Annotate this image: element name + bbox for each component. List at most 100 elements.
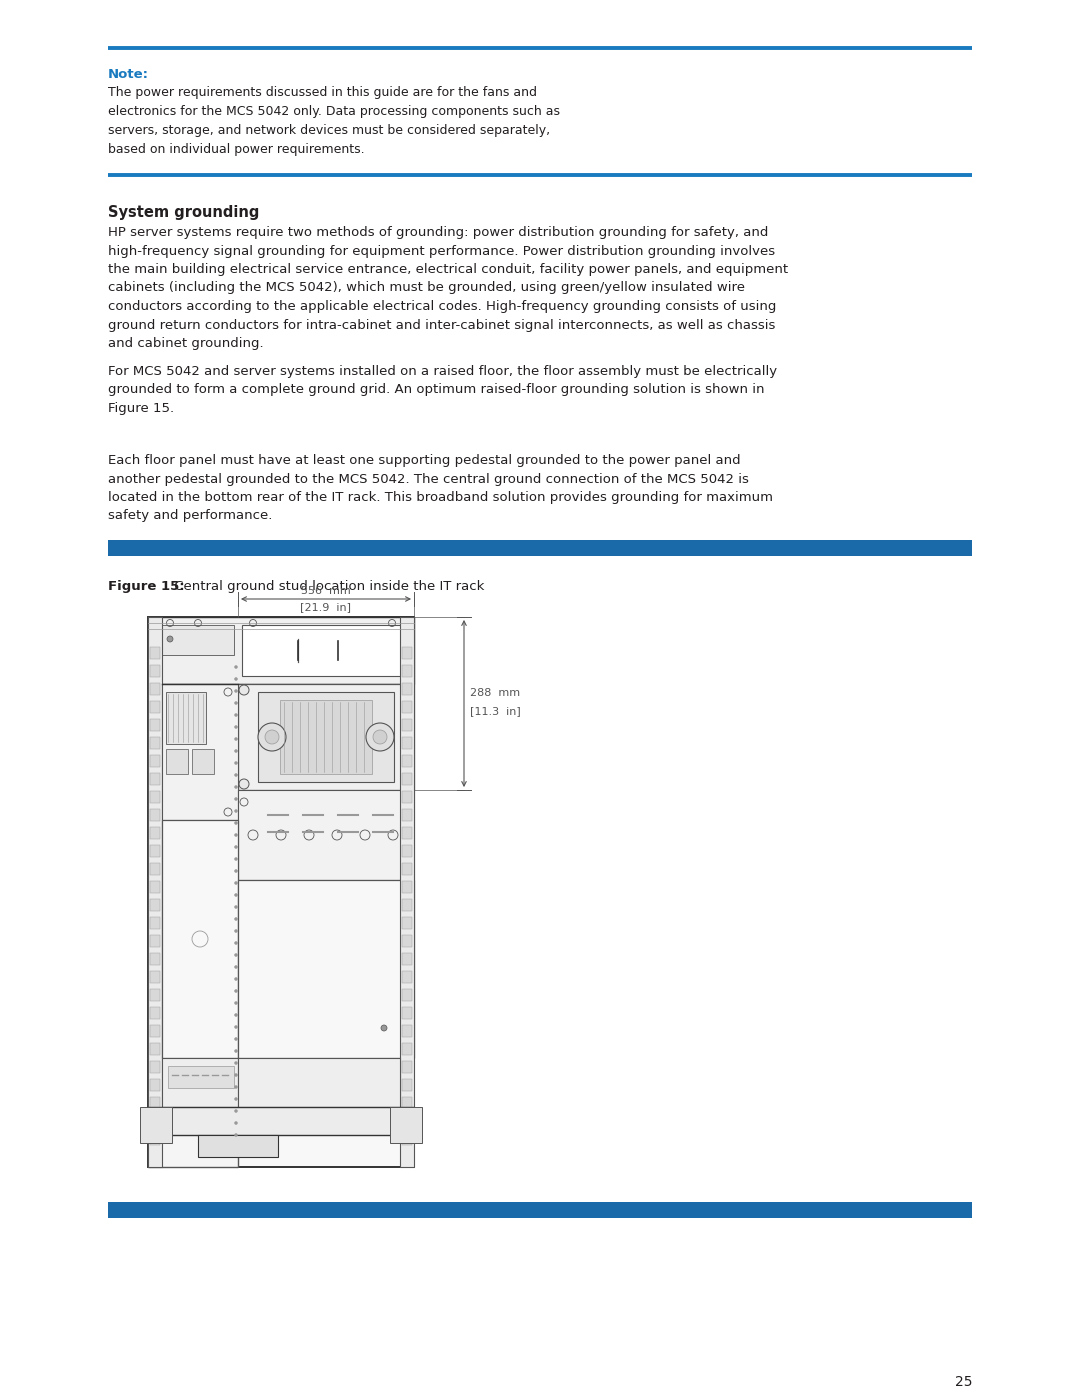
Bar (402, 665, 411, 678)
Bar (150, 665, 160, 678)
Circle shape (234, 845, 238, 848)
Circle shape (234, 1025, 238, 1028)
Circle shape (234, 929, 238, 933)
Circle shape (234, 834, 238, 837)
Bar (402, 916, 411, 929)
Circle shape (234, 978, 238, 981)
Circle shape (234, 678, 238, 680)
Bar (402, 738, 411, 749)
Circle shape (234, 869, 238, 873)
Text: The power requirements discussed in this guide are for the fans and
electronics : The power requirements discussed in this… (108, 87, 561, 156)
Bar (150, 953, 160, 965)
Bar (162, 685, 238, 820)
Bar (402, 882, 411, 893)
Bar (150, 989, 160, 1002)
Bar (150, 1007, 160, 1018)
Circle shape (234, 894, 238, 897)
Bar (148, 617, 162, 1166)
Bar (150, 754, 160, 767)
Bar (402, 809, 411, 821)
Bar (166, 692, 206, 745)
Circle shape (234, 761, 238, 764)
Circle shape (258, 724, 286, 752)
Circle shape (234, 1049, 238, 1052)
Circle shape (234, 905, 238, 908)
Bar (150, 916, 160, 929)
Circle shape (234, 809, 238, 813)
Circle shape (156, 636, 161, 643)
Bar (402, 701, 411, 712)
Bar (150, 1133, 160, 1146)
Bar (150, 827, 160, 840)
Circle shape (234, 738, 238, 740)
Bar (148, 617, 414, 685)
Circle shape (234, 1002, 238, 1004)
Bar (150, 791, 160, 803)
Circle shape (167, 636, 173, 643)
Bar (400, 617, 414, 1166)
Bar (148, 617, 238, 1166)
Bar (198, 1134, 278, 1157)
Circle shape (234, 954, 238, 957)
Text: System grounding: System grounding (108, 205, 259, 219)
Circle shape (234, 1073, 238, 1077)
Bar (140, 1106, 172, 1143)
Bar (150, 845, 160, 856)
Bar (168, 1066, 234, 1088)
Bar (402, 683, 411, 694)
Text: Each floor panel must have at least one supporting pedestal grounded to the powe: Each floor panel must have at least one … (108, 454, 773, 522)
Circle shape (234, 701, 238, 704)
Bar (238, 880, 414, 1058)
Text: HP server systems require two methods of grounding: power distribution grounding: HP server systems require two methods of… (108, 226, 788, 351)
Bar (162, 1058, 238, 1106)
Bar (402, 863, 411, 875)
Bar (402, 1133, 411, 1146)
Circle shape (234, 965, 238, 968)
Circle shape (234, 1098, 238, 1101)
Bar (402, 1078, 411, 1091)
Circle shape (234, 1085, 238, 1088)
Bar (150, 1060, 160, 1073)
Bar (402, 953, 411, 965)
Bar (150, 971, 160, 983)
Bar (150, 863, 160, 875)
Bar (402, 900, 411, 911)
Bar (150, 1044, 160, 1055)
Bar (150, 882, 160, 893)
Text: Central ground stud location inside the IT rack: Central ground stud location inside the … (170, 580, 484, 592)
Bar (402, 791, 411, 803)
Circle shape (234, 858, 238, 861)
Bar (390, 1106, 422, 1143)
Bar (402, 1025, 411, 1037)
Bar (402, 647, 411, 659)
Circle shape (403, 780, 413, 789)
Bar (152, 624, 234, 655)
Circle shape (234, 882, 238, 884)
Bar (402, 989, 411, 1002)
Bar (402, 719, 411, 731)
Circle shape (234, 1013, 238, 1017)
Circle shape (234, 1062, 238, 1065)
Circle shape (381, 1025, 387, 1031)
Bar (238, 789, 414, 880)
Bar (150, 809, 160, 821)
Bar (402, 827, 411, 840)
Circle shape (373, 731, 387, 745)
Bar (150, 1097, 160, 1109)
Circle shape (234, 750, 238, 753)
Bar (238, 1058, 400, 1106)
Circle shape (239, 685, 249, 694)
Bar (402, 845, 411, 856)
Text: Figure 15:: Figure 15: (108, 580, 185, 592)
Text: [11.3  in]: [11.3 in] (470, 707, 521, 717)
Bar (108, 541, 972, 556)
Bar (402, 1115, 411, 1127)
Bar (148, 1106, 414, 1134)
Circle shape (366, 724, 394, 752)
Bar (192, 749, 214, 774)
Bar (150, 738, 160, 749)
Circle shape (234, 1133, 238, 1137)
Text: 556  mm: 556 mm (301, 585, 351, 597)
Bar (150, 1115, 160, 1127)
Text: 25: 25 (955, 1375, 972, 1389)
